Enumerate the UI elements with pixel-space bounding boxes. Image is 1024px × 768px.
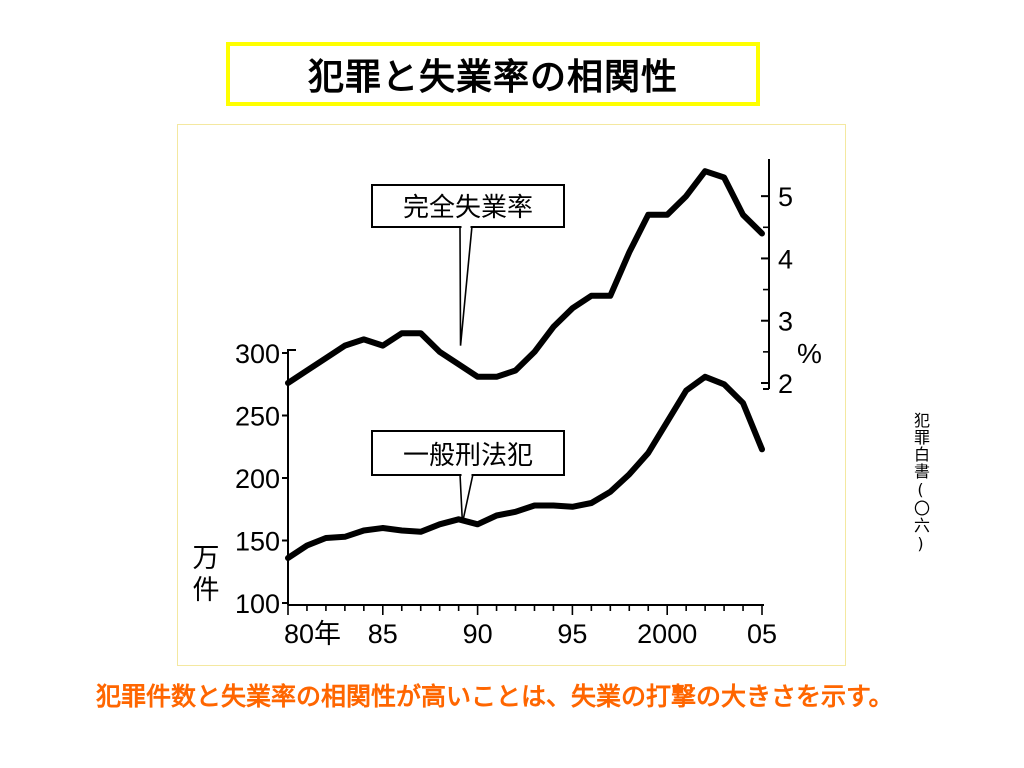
left-axis-unit-label: 件 [193, 575, 220, 605]
callout-box [371, 184, 565, 228]
right-axis-tick-label: 4 [778, 244, 793, 274]
right-axis-tick-label: 5 [778, 182, 793, 212]
chart-frame: 100 150 200 250 300 万件 80年 85 90 95 2000 05 2 3 4 5% 完全失… [177, 124, 846, 666]
series-line [285, 168, 765, 386]
left-axis-tick-label: 150 [235, 527, 280, 557]
series-callout: 一般刑法犯 [371, 430, 565, 524]
callout-box [371, 430, 565, 476]
callout-pointer [459, 225, 473, 346]
series-name-label: 一般刑法犯 [403, 440, 533, 470]
caption-text: 犯罪件数と失業率の相関性が高いことは、失業の打撃の大きさを示す。 [96, 682, 894, 711]
right-axis-tick-label: 3 [778, 307, 793, 337]
x-axis-tick-label: 80年 [284, 619, 341, 649]
left-axis-tick-label: 100 [235, 589, 280, 619]
left-axis-tick-label: 200 [235, 464, 280, 494]
series-callout: 完全失業率 [371, 184, 565, 346]
x-axis-tick-label: 90 [463, 619, 493, 649]
right-axis-tick-label: 2 [778, 369, 793, 399]
x-axis-tick-label: 85 [368, 619, 398, 649]
source-note: 犯罪白書(〇六) [911, 412, 930, 554]
series-name-label: 完全失業率 [403, 192, 533, 222]
x-axis-tick-label: 95 [557, 619, 587, 649]
left-axis-tick-label: 250 [235, 402, 280, 432]
title-box: 犯罪と失業率の相関性 [226, 42, 760, 106]
x-axis-tick-label: 2000 [637, 619, 697, 649]
line-chart: 100 150 200 250 300 万件 80年 85 90 95 2000 05 2 3 4 5% 完全失… [193, 159, 822, 649]
page-title: 犯罪と失業率の相関性 [307, 57, 678, 98]
series-line [285, 373, 765, 561]
x-axis-tick-label: 05 [747, 619, 777, 649]
left-axis-unit-label: 万 [193, 543, 220, 573]
right-axis-unit-label: % [797, 338, 822, 369]
callout-pointer [459, 473, 474, 524]
left-axis-tick-label: 300 [235, 339, 280, 369]
